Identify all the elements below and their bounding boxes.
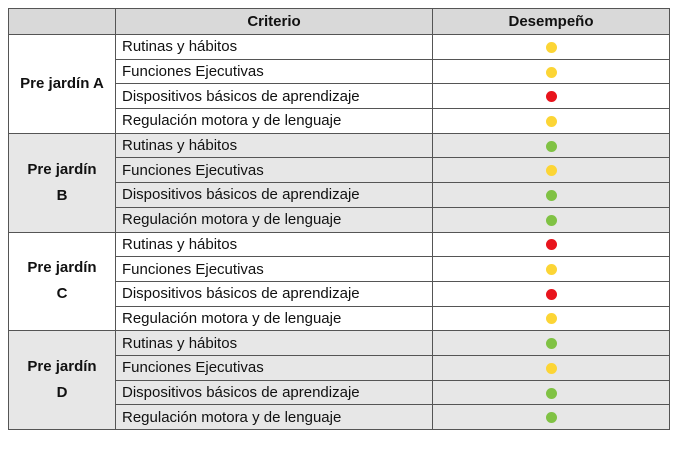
performance-cell — [432, 330, 670, 356]
table-row: Regulación motora y de lenguaje — [9, 108, 670, 134]
performance-cell — [432, 182, 670, 208]
table-row: Funciones Ejecutivas — [9, 354, 670, 381]
criterion-cell: Dispositivos básicos de aprendizaje — [115, 379, 433, 406]
status-dot — [545, 165, 557, 177]
performance-cell — [432, 354, 670, 381]
table-row: Dispositivos básicos de aprendizaje — [9, 182, 670, 208]
table-row: Regulación motora y de lenguaje — [9, 206, 670, 233]
performance-cell — [432, 58, 670, 85]
group-cell: Pre jardín B — [8, 132, 116, 233]
performance-cell — [432, 132, 670, 159]
criterion-cell: Dispositivos básicos de aprendizaje — [115, 182, 433, 208]
header-cell: Desempeño — [432, 8, 670, 35]
criterion-cell: Funciones Ejecutivas — [115, 354, 433, 381]
status-dot — [545, 66, 557, 78]
performance-cell — [432, 206, 670, 233]
criterion-cell: Rutinas y hábitos — [115, 132, 433, 159]
group-cell: Pre jardín C — [8, 231, 116, 332]
table-row: Funciones Ejecutivas — [9, 58, 670, 85]
status-dot — [545, 264, 557, 276]
criterion-cell: Rutinas y hábitos — [115, 34, 433, 60]
group-name: Pre jardín D — [27, 358, 97, 402]
performance-cell — [432, 256, 670, 282]
group-name: Pre jardín B — [27, 160, 97, 204]
criterion-cell: Dispositivos básicos de aprendizaje — [115, 280, 433, 307]
performance-cell — [432, 157, 670, 184]
performance-cell — [432, 404, 670, 430]
table-row: Pre jardín C Rutinas y hábitos — [8, 231, 670, 332]
table-row: Pre jardín D Rutinas y hábitos — [8, 330, 670, 430]
criterion-cell: Funciones Ejecutivas — [115, 157, 433, 184]
header-row: Criterio Desempeño — [8, 8, 670, 35]
performance-cell — [432, 379, 670, 406]
status-dot — [545, 115, 557, 127]
header-cell: Criterio — [115, 8, 433, 35]
criterion-cell: Funciones Ejecutivas — [115, 256, 433, 282]
criterion-cell: Regulación motora y de lenguaje — [115, 206, 433, 233]
table-row: Pre jardín B Rutinas y hábitos — [8, 132, 670, 233]
criterion-cell: Rutinas y hábitos — [115, 330, 433, 356]
criterion-cell: Rutinas y hábitos — [115, 231, 433, 258]
status-dot — [545, 214, 557, 226]
performance-cell — [432, 305, 670, 332]
header-cell — [8, 8, 116, 35]
table-row: Regulación motora y de lenguaje — [9, 404, 670, 430]
criterion-cell: Funciones Ejecutivas — [115, 58, 433, 85]
status-dot — [545, 41, 557, 53]
status-dot — [545, 412, 557, 424]
status-dot — [545, 140, 557, 152]
criterion-cell: Regulación motora y de lenguaje — [115, 305, 433, 332]
group-cell: Pre jardín D — [8, 330, 116, 430]
criterion-cell: Regulación motora y de lenguaje — [115, 404, 433, 430]
status-dot — [545, 288, 557, 300]
performance-table: Criterio Desempeño Pre jardín A Rutinas y… — [8, 8, 670, 430]
status-dot — [545, 239, 557, 251]
performance-cell — [432, 34, 670, 60]
status-dot — [545, 190, 557, 201]
table-row: Regulación motora y de lenguaje — [9, 305, 670, 332]
status-dot — [545, 91, 557, 103]
group-cell: Pre jardín A — [8, 34, 116, 134]
performance-cell — [432, 280, 670, 307]
table-row: Pre jardín A Rutinas y hábitos — [8, 34, 670, 134]
performance-cell — [432, 108, 670, 134]
group-name: Pre jardín A — [20, 74, 104, 92]
status-dot — [545, 338, 557, 350]
criterion-cell: Dispositivos básicos de aprendizaje — [115, 83, 433, 110]
group-name: Pre jardín C — [27, 259, 97, 303]
status-dot — [545, 387, 557, 399]
status-dot — [545, 362, 557, 374]
performance-cell — [432, 231, 670, 258]
criterion-cell: Regulación motora y de lenguaje — [115, 108, 433, 134]
performance-cell — [432, 83, 670, 110]
table-row: Dispositivos básicos de aprendizaje — [9, 280, 670, 307]
table-row: Funciones Ejecutivas — [9, 256, 670, 282]
status-dot — [545, 313, 557, 325]
